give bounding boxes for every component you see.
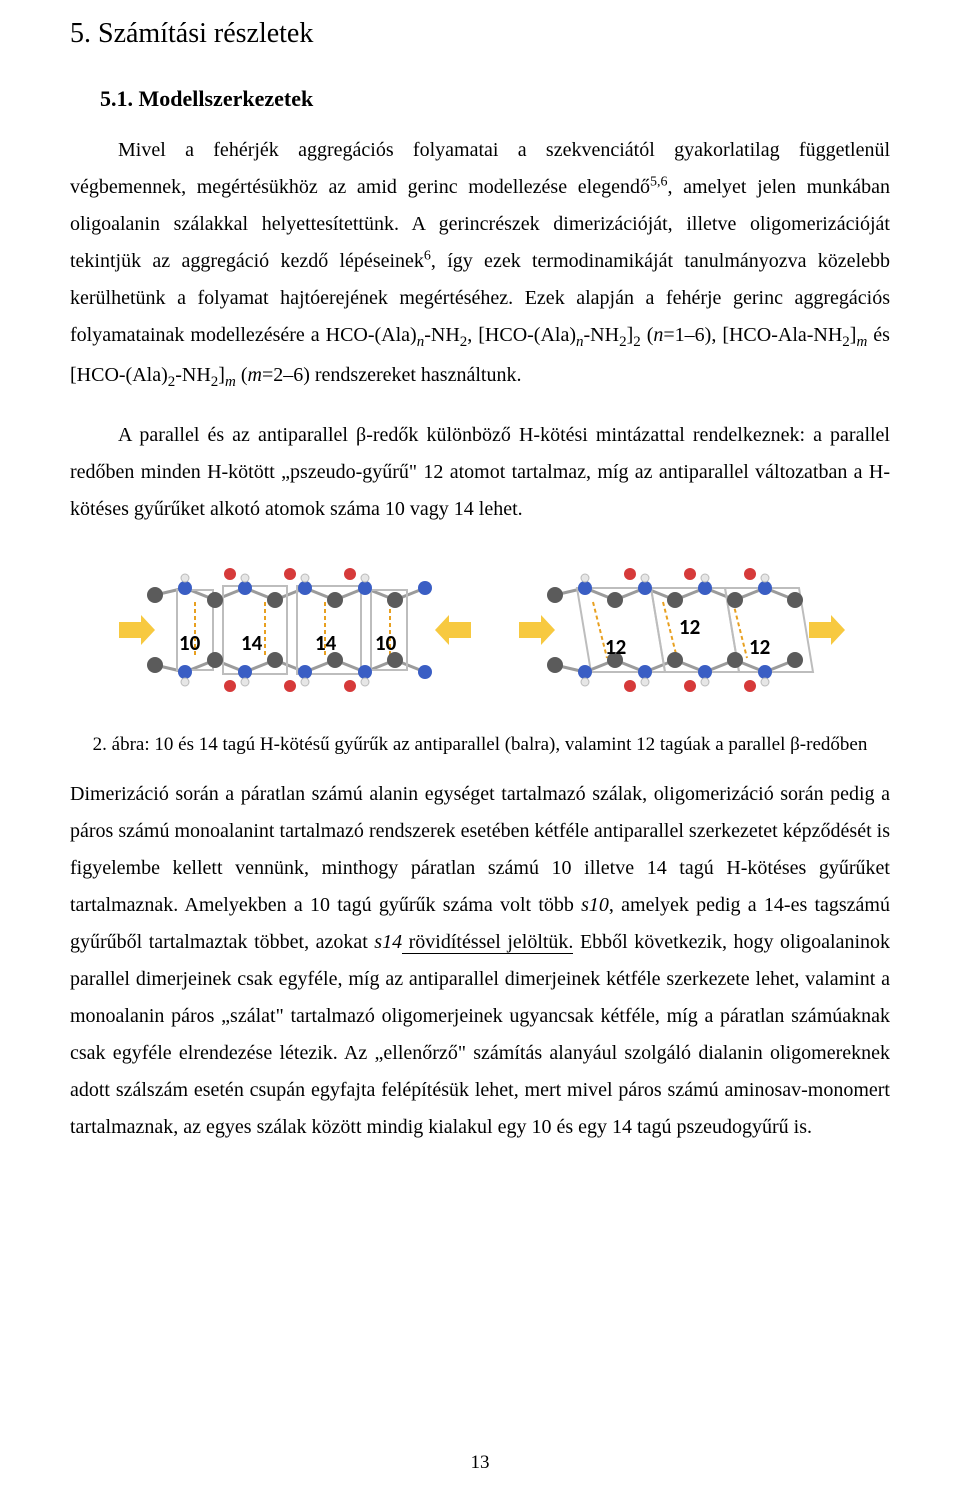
subscript: n — [576, 334, 584, 350]
italic-variable: m — [247, 364, 261, 386]
text-run: -NH — [175, 364, 211, 386]
superscript-ref: 5,6 — [650, 174, 668, 189]
superscript-ref: 6 — [424, 248, 431, 263]
paragraph-2: A parallel és az antiparallel β-redők kü… — [70, 417, 890, 528]
subscript: 2 — [619, 334, 627, 350]
subscript: m — [856, 334, 867, 350]
text-run: ( — [641, 324, 654, 346]
text-run: ( — [236, 364, 248, 386]
text-run: =2–6) rendszereket használtunk. — [262, 364, 522, 386]
text-run: -NH — [584, 324, 620, 346]
text-run: ] — [218, 364, 225, 386]
figure-2: 10 14 14 10 — [70, 560, 890, 700]
ring-label: 12 — [605, 634, 626, 660]
molecule-svg-left — [115, 560, 475, 700]
page-number: 13 — [0, 1452, 960, 1474]
subsection-heading: 5.1. Modellszerkezetek — [100, 86, 890, 112]
ring-label: 12 — [679, 614, 700, 640]
italic-variable: s14 — [374, 931, 402, 953]
text-run: Ebből következik, hogy oligoalaninok par… — [70, 931, 890, 1138]
figure-caption: 2. ábra: 10 és 14 tagú H-kötésű gyűrűk a… — [70, 734, 890, 756]
ring-label: 10 — [179, 630, 200, 656]
subscript: m — [225, 374, 236, 390]
ring-label: 10 — [375, 630, 396, 656]
section-heading: 5. Számítási részletek — [70, 18, 890, 50]
paragraph-3: Dimerizáció során a páratlan számú alani… — [70, 776, 890, 1146]
italic-variable: s10 — [581, 894, 609, 916]
subscript: 2 — [842, 334, 850, 350]
paragraph-1: Mivel a fehérjék aggregációs folyamatai … — [70, 132, 890, 397]
italic-variable: n — [653, 324, 663, 346]
text-run-underlined: rövidítéssel jelöltük. — [402, 931, 573, 954]
text-run: =1–6), [HCO-Ala-NH — [663, 324, 842, 346]
text-run: , [HCO-(Ala) — [467, 324, 576, 346]
figure-right-parallel: 12 12 12 — [515, 560, 845, 700]
text-run: . Amelyekben a 10 tagú gyűrűk száma volt… — [173, 894, 581, 916]
subscript: 2 — [633, 334, 641, 350]
ring-label: 14 — [241, 630, 262, 656]
figure-left-antiparallel: 10 14 14 10 — [115, 560, 475, 700]
ring-label: 14 — [315, 630, 336, 656]
ring-label: 12 — [749, 634, 770, 660]
text-run: -NH — [424, 324, 460, 346]
